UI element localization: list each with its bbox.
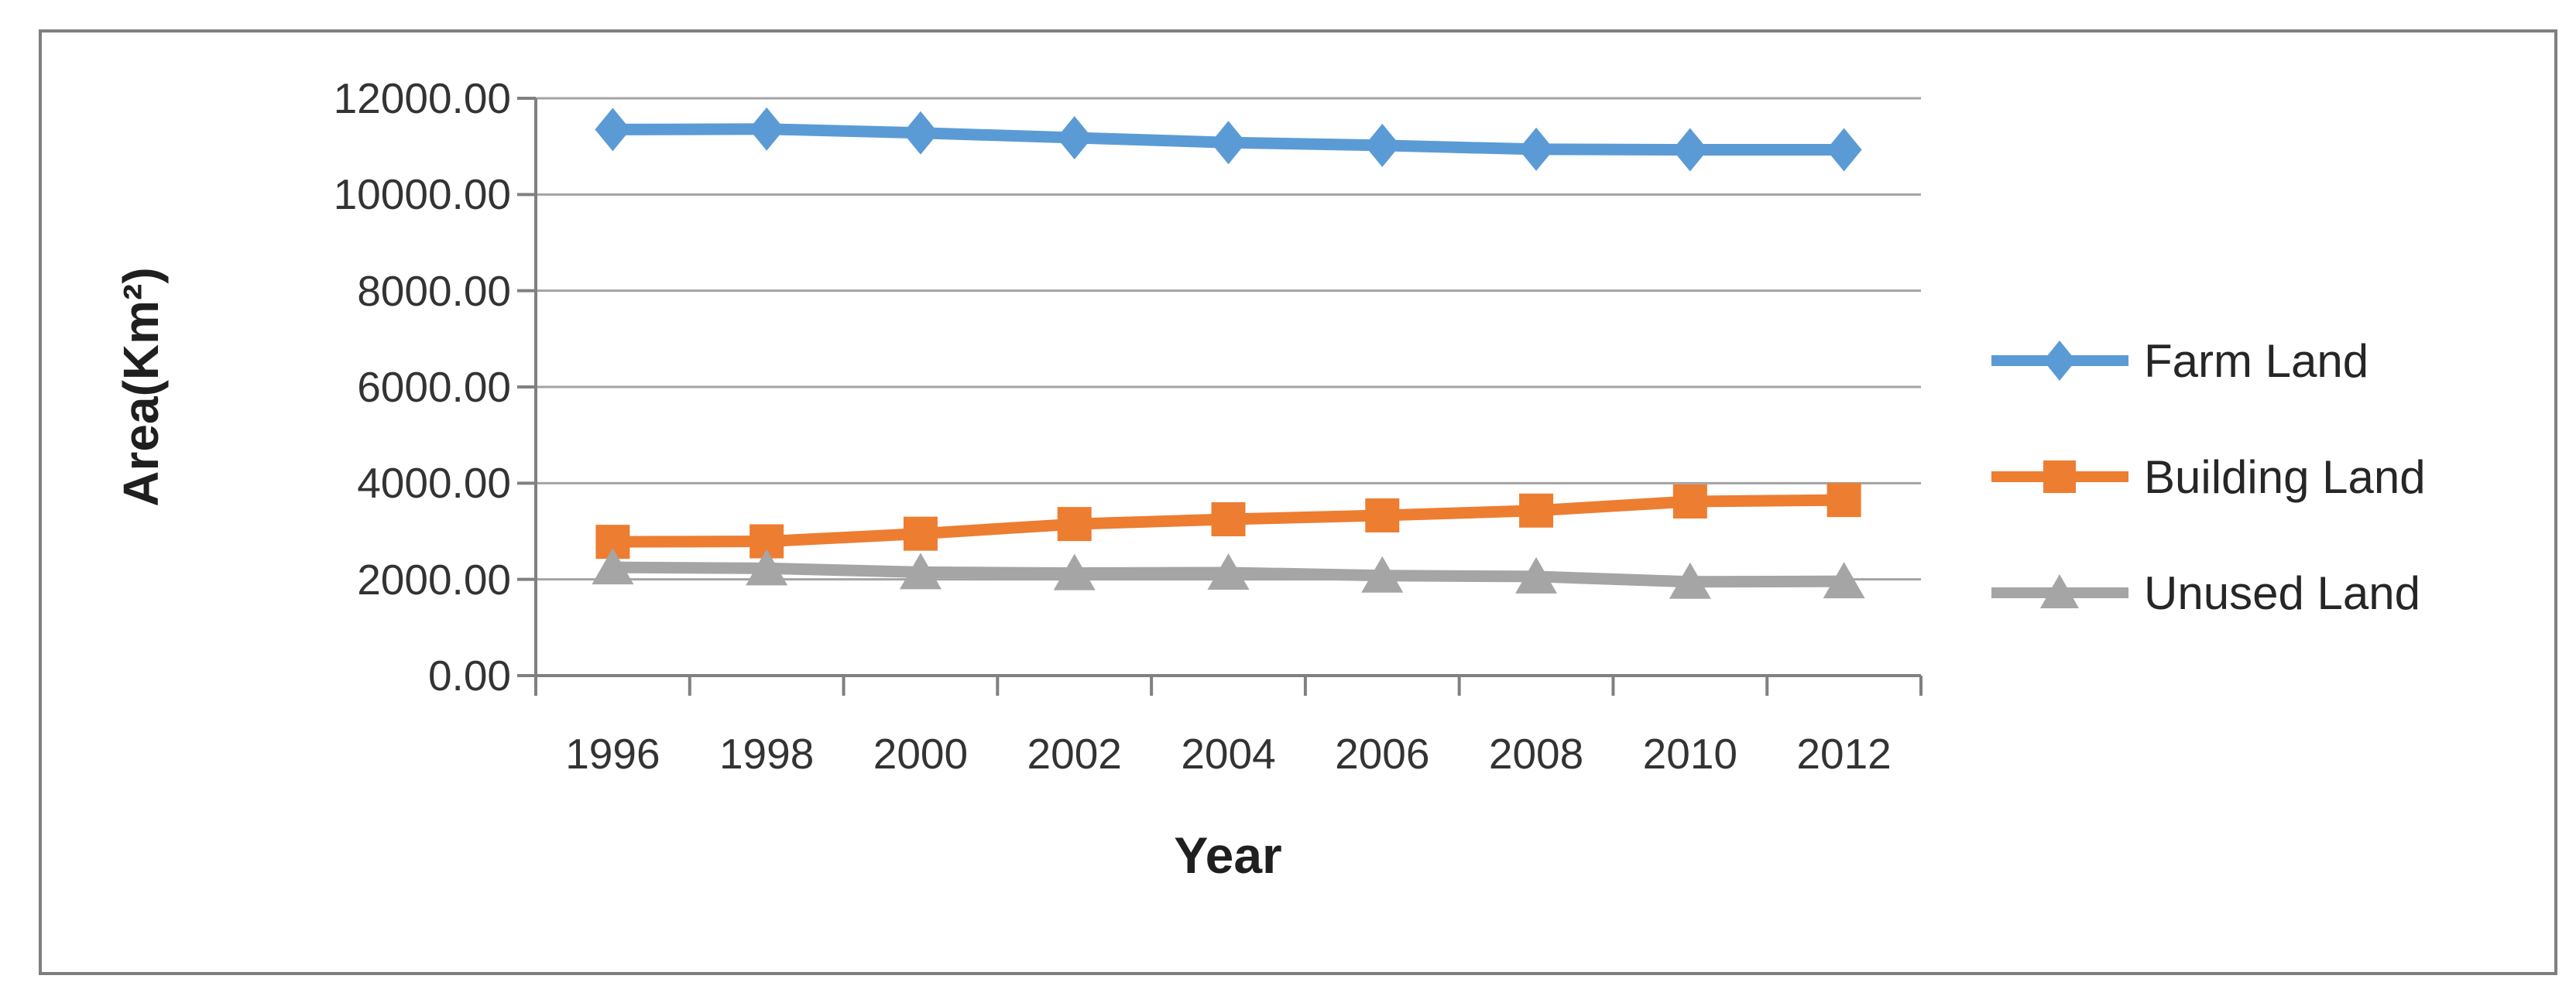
series-marker-farm-land xyxy=(1056,115,1092,159)
y-tick-label: 4000.00 xyxy=(357,459,511,508)
x-tick-label: 2004 xyxy=(1181,730,1276,778)
legend-marker-triangle-icon xyxy=(2040,574,2079,608)
series-marker-building-land xyxy=(1057,507,1092,542)
series-marker-unused-land xyxy=(1207,553,1250,590)
series-marker-farm-land xyxy=(595,108,631,152)
series-marker-building-land xyxy=(1519,493,1554,528)
series-marker-farm-land xyxy=(1826,128,1862,172)
series-marker-farm-land xyxy=(1518,127,1555,171)
series-marker-unused-land xyxy=(592,548,634,585)
series-marker-farm-land xyxy=(1364,123,1401,167)
x-tick-label: 1998 xyxy=(719,730,815,778)
series-marker-unused-land xyxy=(899,553,942,590)
series-marker-farm-land xyxy=(1672,128,1708,172)
series-marker-farm-land xyxy=(902,111,938,155)
y-tick-label: 6000.00 xyxy=(357,363,511,411)
legend-label: Building Land xyxy=(2144,450,2426,503)
y-tick-label: 0.00 xyxy=(427,652,511,700)
legend-item-unused-land: Unused Land xyxy=(1988,565,2426,621)
x-tick-label: 2010 xyxy=(1642,730,1737,778)
series-marker-farm-land xyxy=(1210,121,1247,165)
x-tick-label: 2000 xyxy=(873,730,969,778)
x-tick-label: 2012 xyxy=(1796,730,1892,778)
series-marker-unused-land xyxy=(1669,562,1711,599)
legend-item-building-land: Building Land xyxy=(1988,449,2426,505)
series-marker-building-land xyxy=(595,525,630,560)
series-marker-unused-land xyxy=(1823,562,1865,599)
figure-border xyxy=(39,29,2557,975)
series-marker-unused-land xyxy=(746,549,788,586)
legend-label: Farm Land xyxy=(2144,334,2369,387)
legend-marker-square-icon xyxy=(2043,460,2076,493)
y-tick-label: 10000.00 xyxy=(333,170,511,219)
legend: Farm Land Building Land Unused Land xyxy=(1988,333,2426,621)
x-axis-title: Year xyxy=(1174,827,1282,884)
y-tick-label: 2000.00 xyxy=(357,555,511,604)
x-tick-label: 1996 xyxy=(565,730,660,778)
series-marker-building-land xyxy=(1211,501,1246,536)
legend-marker-diamond-icon xyxy=(2043,341,2076,381)
legend-label: Unused Land xyxy=(2144,566,2420,619)
legend-swatch-diamond-icon xyxy=(1991,341,2128,381)
series-marker-unused-land xyxy=(1515,556,1558,594)
series-marker-building-land xyxy=(749,524,784,559)
series-marker-unused-land xyxy=(1053,553,1096,590)
y-axis-title: Area(Km²) xyxy=(113,267,169,507)
x-tick-label: 2002 xyxy=(1027,730,1122,778)
legend-swatch-square-icon xyxy=(1991,460,2128,493)
legend-swatch-triangle-icon xyxy=(1991,574,2128,608)
series-marker-building-land xyxy=(903,516,938,551)
y-tick-label: 12000.00 xyxy=(333,74,511,122)
series-marker-building-land xyxy=(1365,498,1400,532)
legend-item-farm-land: Farm Land xyxy=(1988,333,2426,388)
x-tick-label: 2006 xyxy=(1335,730,1430,778)
x-tick-label: 2008 xyxy=(1488,730,1584,778)
y-tick-label: 8000.00 xyxy=(357,266,511,315)
series-marker-unused-land xyxy=(1361,556,1404,593)
series-marker-building-land xyxy=(1827,483,1861,518)
series-marker-building-land xyxy=(1672,484,1707,519)
series-marker-farm-land xyxy=(749,107,785,151)
